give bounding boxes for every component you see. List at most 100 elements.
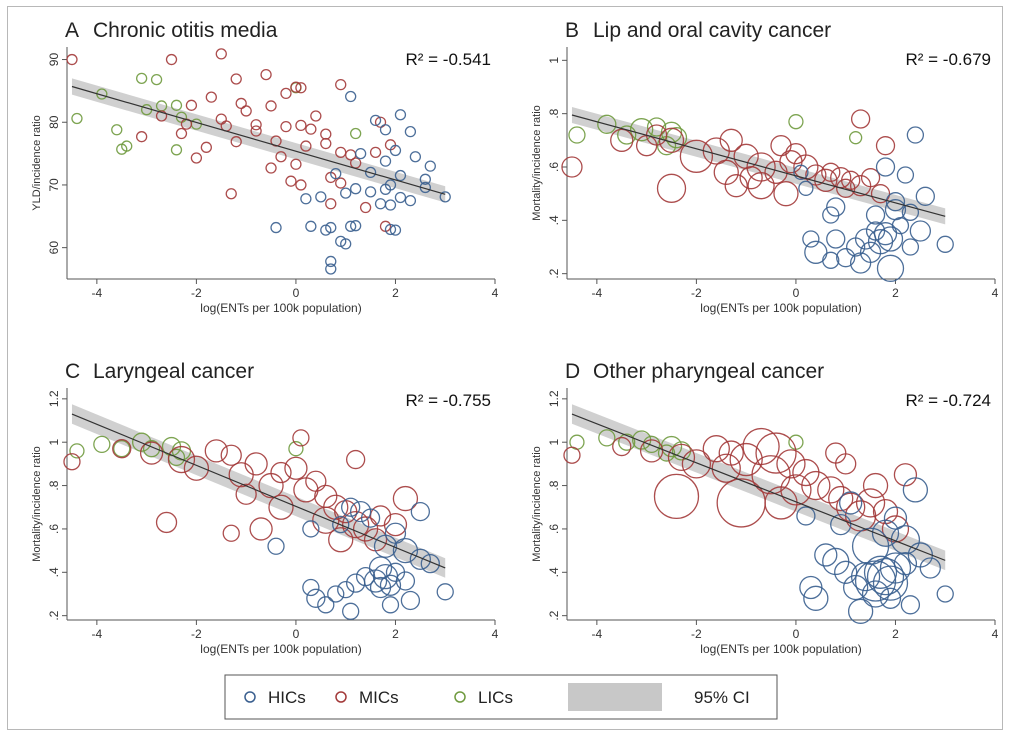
point-mics xyxy=(346,449,366,470)
point-hics xyxy=(341,497,361,517)
panel-b: B Lip and oral cavity cancer R² = -0.679 -4… xyxy=(531,19,999,315)
point-mics xyxy=(776,449,806,479)
point-mics xyxy=(828,485,854,512)
point-mics xyxy=(773,181,799,207)
point-mics xyxy=(230,136,242,148)
point-mics xyxy=(679,139,714,173)
point-lics xyxy=(288,441,304,457)
point-mics xyxy=(755,432,797,474)
x-tick-label: 4 xyxy=(492,627,499,641)
point-hics xyxy=(847,598,874,624)
point-hics xyxy=(866,557,905,596)
point-mics xyxy=(183,455,210,481)
point-hics xyxy=(325,255,337,268)
point-mics xyxy=(175,127,188,140)
point-mics xyxy=(610,128,634,152)
fit-line xyxy=(571,413,946,561)
point-hics xyxy=(419,173,431,185)
panel-c: C Laryngeal cancer R² = -0.755 -4 -2 0 2 4 log(E… xyxy=(31,360,499,656)
point-hics xyxy=(901,203,920,221)
point-hics xyxy=(919,557,941,579)
point-hics xyxy=(373,534,398,558)
point-mics xyxy=(290,158,302,170)
point-hics xyxy=(896,166,915,184)
point-hics xyxy=(384,223,397,236)
point-hics xyxy=(439,191,451,203)
point-mics xyxy=(295,119,307,132)
point-mics xyxy=(836,178,856,198)
point-mics xyxy=(139,441,164,465)
y-tick-label: 1.2 xyxy=(47,390,61,407)
point-mics xyxy=(249,517,273,541)
point-mics xyxy=(205,91,217,103)
point-mics xyxy=(862,472,889,499)
y-tick-label: .4 xyxy=(547,215,561,225)
point-lics xyxy=(630,118,654,142)
x-axis-label: log(ENTs per 100k population) xyxy=(700,301,861,315)
point-lics xyxy=(71,112,83,125)
y-tick-label: .2 xyxy=(547,610,561,620)
point-mics xyxy=(821,162,841,182)
point-hics xyxy=(915,186,935,206)
point-lics xyxy=(136,72,148,85)
point-hics xyxy=(369,114,382,127)
point-mics xyxy=(230,73,242,85)
point-hics xyxy=(802,230,820,248)
legend-label-lics: LICs xyxy=(478,688,513,707)
point-hics xyxy=(865,221,886,241)
point-hics xyxy=(340,238,352,250)
point-mics xyxy=(849,175,872,197)
point-lics xyxy=(93,435,111,454)
point-mics xyxy=(235,97,247,110)
point-mics xyxy=(681,449,712,479)
point-lics xyxy=(69,443,85,459)
y-tick-label: .8 xyxy=(47,480,61,490)
point-lics xyxy=(788,434,804,450)
point-mics xyxy=(639,439,664,463)
point-hics xyxy=(345,90,357,103)
point-hics xyxy=(300,193,312,205)
fit-line xyxy=(571,114,946,217)
point-hics xyxy=(875,157,896,177)
point-hics xyxy=(305,220,317,232)
legend-marker-lics xyxy=(454,691,466,703)
point-hics xyxy=(381,596,400,614)
point-mics xyxy=(290,81,302,93)
point-hics xyxy=(420,553,440,574)
point-hics xyxy=(379,574,402,596)
x-tick-label: -4 xyxy=(92,286,103,300)
point-hics xyxy=(836,248,856,268)
point-hics xyxy=(385,562,406,582)
point-hics xyxy=(345,220,357,232)
point-hics xyxy=(340,187,352,199)
point-mics xyxy=(653,473,700,520)
point-mics xyxy=(280,120,292,133)
legend: HICs MICs LICs 95% CI xyxy=(224,674,778,720)
x-tick-label: 0 xyxy=(293,286,300,300)
point-mics xyxy=(215,48,227,60)
point-mics xyxy=(870,184,891,204)
point-mics xyxy=(785,143,807,165)
panel-a: A Chronic otitis media R² = -0.541 -4 -2 0 2 4 l… xyxy=(31,19,499,315)
point-hics xyxy=(793,164,809,180)
point-mics xyxy=(719,128,743,152)
x-tick-label: 0 xyxy=(793,627,800,641)
point-hics xyxy=(349,500,372,523)
point-mics xyxy=(63,453,81,471)
point-lics xyxy=(350,127,362,140)
point-hics xyxy=(384,199,397,211)
point-mics xyxy=(729,442,763,477)
r2-label: R² = -0.541 xyxy=(405,50,491,69)
x-tick-label: -2 xyxy=(191,286,202,300)
point-hics xyxy=(834,560,858,584)
point-hics xyxy=(267,537,285,555)
point-mics xyxy=(310,110,322,122)
point-hics xyxy=(404,194,417,207)
point-mics xyxy=(190,152,203,164)
y-tick-label: 90 xyxy=(47,53,61,67)
point-mics xyxy=(165,53,178,66)
point-hics xyxy=(906,126,925,144)
point-mics xyxy=(335,177,347,189)
point-hics xyxy=(364,166,377,179)
